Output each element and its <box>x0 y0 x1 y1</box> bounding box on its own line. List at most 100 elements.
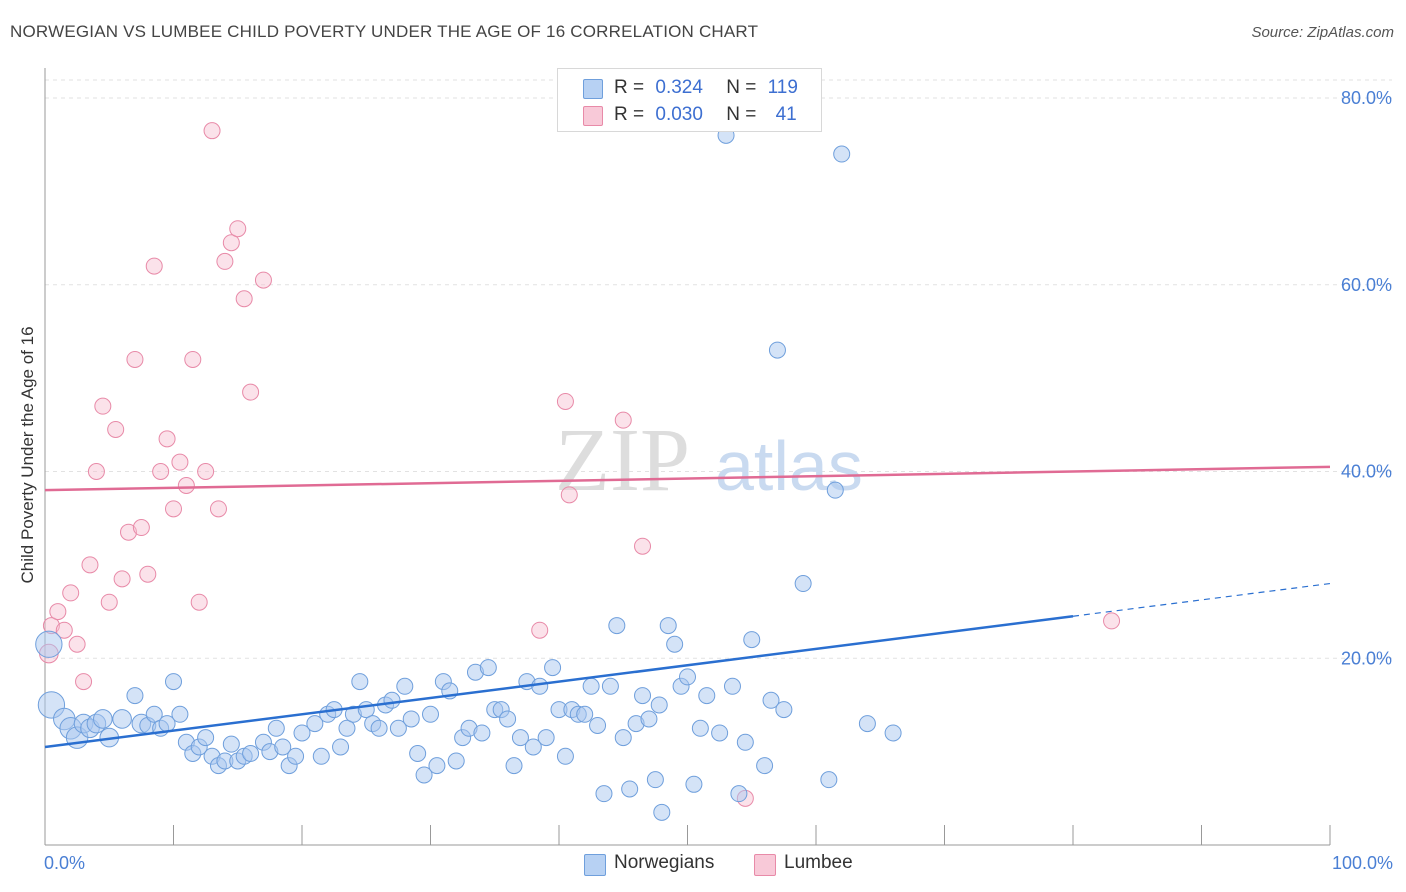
norwegian-point <box>332 738 350 756</box>
norwegian-point <box>608 617 626 635</box>
lumbee-point <box>222 234 240 252</box>
norwegian-point <box>93 709 113 729</box>
norwegian-point <box>197 729 215 747</box>
norwegian-point <box>422 705 439 723</box>
norwegian-point <box>820 771 838 789</box>
lumbee-point <box>634 537 652 555</box>
norwegian-point <box>222 735 240 753</box>
chart-title: NORWEGIAN VS LUMBEE CHILD POVERTY UNDER … <box>10 22 759 41</box>
lumbee-point <box>203 122 221 140</box>
norwegians-legend-swatch <box>584 854 606 876</box>
lumbee-point <box>531 621 549 639</box>
norwegian-point <box>171 705 189 723</box>
norwegian-point <box>858 715 876 733</box>
lumbee-point <box>614 411 632 429</box>
lumbee-point <box>177 477 195 495</box>
norwegian-point <box>126 687 144 705</box>
lumbee-point <box>126 350 144 368</box>
lumbee-point <box>120 523 138 541</box>
norwegian-point <box>601 677 619 695</box>
lumbee-point <box>242 383 260 401</box>
norwegian-point <box>650 696 668 714</box>
norwegian-point <box>595 785 613 803</box>
norwegian-point <box>511 729 529 747</box>
lumbee-series <box>39 122 1121 807</box>
lumbee-point <box>235 290 253 308</box>
norwegian-point <box>679 668 696 686</box>
stats-legend: R = 0.324 N = 119 R = 0.030 N = 41 <box>557 68 822 132</box>
norwegian-point <box>653 803 671 821</box>
y-tick-label: 80.0% <box>1341 88 1392 108</box>
norwegian-point <box>743 631 761 649</box>
norwegian-point <box>794 575 812 593</box>
lumbee-point <box>184 350 202 368</box>
norwegian-point <box>287 747 305 765</box>
lumbee-point <box>107 420 125 438</box>
lumbee-point <box>75 673 93 691</box>
norwegian-point <box>659 617 677 635</box>
norwegian-point <box>762 691 780 709</box>
lumbee-legend-label: Lumbee <box>784 852 853 873</box>
norwegian-point <box>691 719 709 737</box>
norwegian-point <box>505 757 523 775</box>
norwegian-point <box>666 635 684 653</box>
y-tick-label: 40.0% <box>1341 462 1392 482</box>
norwegian-point <box>165 673 182 691</box>
x-tick-label: 100.0% <box>1332 853 1393 873</box>
lumbee-point <box>49 603 67 621</box>
norwegian-point <box>35 630 63 658</box>
lumbee-legend-swatch <box>754 854 776 876</box>
norwegian-point <box>499 710 517 728</box>
norwegian-point <box>447 752 465 770</box>
norwegian-point <box>640 710 658 728</box>
norwegian-point <box>833 145 851 163</box>
zipatlas-watermark: ZIP atlas <box>555 411 863 510</box>
lumbee-trend-line <box>44 465 1331 492</box>
norwegian-point <box>768 341 786 359</box>
norwegian-point <box>723 677 741 695</box>
tick-labels: 20.0% 40.0% 60.0% 80.0% 0.0% 100.0% <box>44 88 1393 873</box>
norwegian-point <box>112 709 132 729</box>
source-note: Source: ZipAtlas.com <box>1251 24 1394 41</box>
norwegian-point <box>756 757 774 775</box>
norwegian-point <box>267 719 285 737</box>
y-tick-label: 20.0% <box>1341 648 1392 668</box>
norwegians-legend-label: Norwegians <box>614 852 715 873</box>
norwegian-point <box>274 738 292 756</box>
legend-r-value: 0.030 <box>655 104 703 125</box>
lumbee-point <box>87 463 105 480</box>
norwegian-point <box>582 677 600 695</box>
lumbee-point <box>560 486 578 504</box>
norwegian-point <box>730 785 748 803</box>
norwegian-point <box>351 673 369 691</box>
lumbee-point <box>62 584 80 602</box>
legend-n-label: N = <box>726 104 757 125</box>
norwegian-point <box>338 719 356 737</box>
norwegian-point <box>775 701 793 719</box>
lumbee-swatch <box>583 106 603 126</box>
norwegian-point <box>479 659 497 677</box>
lumbee-point <box>171 453 189 471</box>
lumbee-point <box>113 570 131 588</box>
lumbee-point <box>68 635 86 653</box>
lumbee-point <box>158 430 176 448</box>
norwegian-point <box>242 744 260 762</box>
norwegian-point <box>685 775 703 793</box>
norwegian-point <box>544 659 562 677</box>
norwegian-point <box>621 780 639 798</box>
norwegian-point <box>145 705 163 723</box>
legend-n-value: 119 <box>767 77 798 98</box>
lumbee-point <box>556 392 574 410</box>
norwegians-swatch <box>583 79 603 99</box>
lumbee-point <box>152 463 170 480</box>
norwegians-series <box>35 126 902 821</box>
legend-n-value: 41 <box>775 104 797 125</box>
norwegian-point <box>646 771 664 789</box>
norwegian-point <box>306 715 324 733</box>
norwegian-point <box>389 719 407 737</box>
norwegian-point <box>556 747 574 765</box>
norwegian-point <box>884 724 902 742</box>
legend-n-label: N = <box>726 77 757 98</box>
lumbee-point <box>81 556 99 574</box>
